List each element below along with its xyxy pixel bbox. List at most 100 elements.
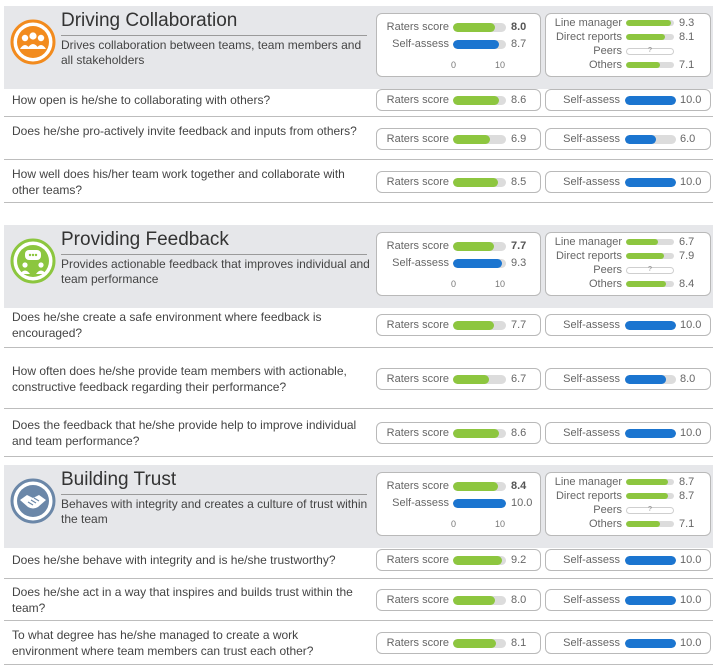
raters-score-label: Raters score xyxy=(386,480,449,492)
question-text: To what degree has he/she managed to cre… xyxy=(12,628,314,658)
question-text: Does he/she behave with integrity and is… xyxy=(12,553,336,567)
raters-score-bar-fill xyxy=(453,23,496,32)
scale-min-label: 0 xyxy=(451,519,457,529)
raters-score-bar xyxy=(453,429,506,438)
others-value: 8.4 xyxy=(679,278,695,290)
question-text: Does he/she act in a way that inspires a… xyxy=(12,585,353,615)
peers-label: Peers xyxy=(593,264,622,276)
self-assess-bar xyxy=(453,40,506,49)
self-assess-value: 10.0 xyxy=(680,319,702,331)
line-manager-label: Line manager xyxy=(554,236,622,248)
self-assess-label: Self-assess xyxy=(563,176,620,188)
question-self-box: Self-assess 10.0 xyxy=(545,171,711,193)
self-assess-label: Self-assess xyxy=(563,373,620,385)
self-assess-bar-fill xyxy=(453,499,506,508)
question-raters-box: Raters score 6.9 xyxy=(376,128,541,150)
direct-reports-bar-fill xyxy=(626,34,665,40)
feedback-chat-icon xyxy=(10,238,56,284)
question-raters-box: Raters score 8.5 xyxy=(376,171,541,193)
peers-label: Peers xyxy=(593,45,622,57)
question-text: How well does his/her team work together… xyxy=(12,167,345,197)
self-assess-bar-fill xyxy=(625,639,676,648)
question-self-box: Self-assess 10.0 xyxy=(545,314,711,336)
self-assess-bar xyxy=(625,639,676,648)
question-self-box: Self-assess 8.0 xyxy=(545,368,711,390)
raters-score-bar xyxy=(453,135,506,144)
self-assess-bar-fill xyxy=(625,135,656,144)
self-assess-label: Self-assess xyxy=(563,554,620,566)
summary-score-box: Raters score 8.0 Self-assess 8.7 0 10 xyxy=(376,13,541,77)
question-row: Does he/she behave with integrity and is… xyxy=(4,541,713,579)
self-assess-value: 10.0 xyxy=(680,637,702,649)
raters-score-bar xyxy=(453,242,506,251)
others-value: 7.1 xyxy=(679,518,695,530)
peers-unavailable-mark: ? xyxy=(648,266,652,273)
question-raters-box: Raters score 8.0 xyxy=(376,589,541,611)
handshake-icon xyxy=(10,478,56,524)
section-header: Driving Collaboration Drives collaboratio… xyxy=(4,6,713,89)
line-manager-bar xyxy=(626,479,674,485)
self-assess-bar xyxy=(625,135,676,144)
peers-empty-bar xyxy=(626,507,674,514)
direct-reports-bar xyxy=(626,493,674,499)
question-row: Does he/she act in a way that inspires a… xyxy=(4,579,713,621)
self-assess-bar-fill xyxy=(625,556,676,565)
self-assess-label: Self-assess xyxy=(563,594,620,606)
others-bar xyxy=(626,62,674,68)
section-description: Drives collaboration between teams, team… xyxy=(61,38,362,67)
question-row: How often does he/she provide team membe… xyxy=(4,348,713,409)
raters-score-bar-fill xyxy=(453,96,499,105)
question-raters-box: Raters score 8.6 xyxy=(376,422,541,444)
raters-score-label: Raters score xyxy=(386,594,449,606)
title-divider xyxy=(61,494,367,495)
self-assess-label: Self-assess xyxy=(563,133,620,145)
summary-score-box: Raters score 7.7 Self-assess 9.3 0 10 xyxy=(376,232,541,296)
self-assess-label: Self-assess xyxy=(563,319,620,331)
question-raters-box: Raters score 8.1 xyxy=(376,632,541,654)
raters-score-bar xyxy=(453,96,506,105)
self-assess-bar xyxy=(625,96,676,105)
question-row: How well does his/her team work together… xyxy=(4,160,713,203)
section-title: Building Trust xyxy=(61,469,177,490)
self-assess-label: Self-assess xyxy=(563,427,620,439)
raters-score-label: Raters score xyxy=(386,94,449,106)
raters-score-bar xyxy=(453,321,506,330)
question-text: Does he/she create a safe environment wh… xyxy=(12,310,322,340)
self-assess-value: 6.0 xyxy=(680,133,696,145)
scale-max-label: 10 xyxy=(495,519,506,529)
direct-reports-bar xyxy=(626,253,674,259)
raters-score-value: 9.2 xyxy=(511,554,527,566)
raters-score-bar xyxy=(453,639,506,648)
question-self-box: Self-assess 6.0 xyxy=(545,128,711,150)
self-assess-label: Self-assess xyxy=(392,257,449,269)
direct-reports-label: Direct reports xyxy=(555,31,622,43)
others-label: Others xyxy=(588,518,622,530)
question-text: Does he/she pro-actively invite feedback… xyxy=(12,124,357,138)
question-self-box: Self-assess 10.0 xyxy=(545,589,711,611)
raters-score-value: 6.7 xyxy=(511,373,527,385)
direct-reports-value: 8.7 xyxy=(679,490,695,502)
raters-score-bar-fill xyxy=(453,482,498,491)
line-manager-bar-fill xyxy=(626,20,671,26)
section-header: Building Trust Behaves with integrity and… xyxy=(4,465,713,548)
section-title: Providing Feedback xyxy=(61,229,229,250)
self-assess-value: 10.0 xyxy=(680,554,702,566)
raters-score-bar-fill xyxy=(453,178,499,187)
raters-score-label: Raters score xyxy=(386,637,449,649)
self-assess-bar-fill xyxy=(625,375,666,384)
line-manager-bar xyxy=(626,239,674,245)
self-assess-bar-fill xyxy=(625,596,676,605)
raters-score-bar-fill xyxy=(453,556,502,565)
summary-score-box: Raters score 8.4 Self-assess 10.0 0 10 xyxy=(376,472,541,536)
question-raters-box: Raters score 7.7 xyxy=(376,314,541,336)
self-assess-bar-fill xyxy=(625,178,676,187)
title-divider xyxy=(61,254,367,255)
self-assess-bar xyxy=(625,556,676,565)
raters-score-bar-fill xyxy=(453,242,494,251)
section-header: Providing Feedback Provides actionable fe… xyxy=(4,225,713,308)
line-manager-value: 6.7 xyxy=(679,236,695,248)
question-row: Does he/she pro-actively invite feedback… xyxy=(4,117,713,160)
raters-score-bar xyxy=(453,482,506,491)
raters-score-bar xyxy=(453,556,506,565)
raters-score-value: 8.1 xyxy=(511,637,527,649)
